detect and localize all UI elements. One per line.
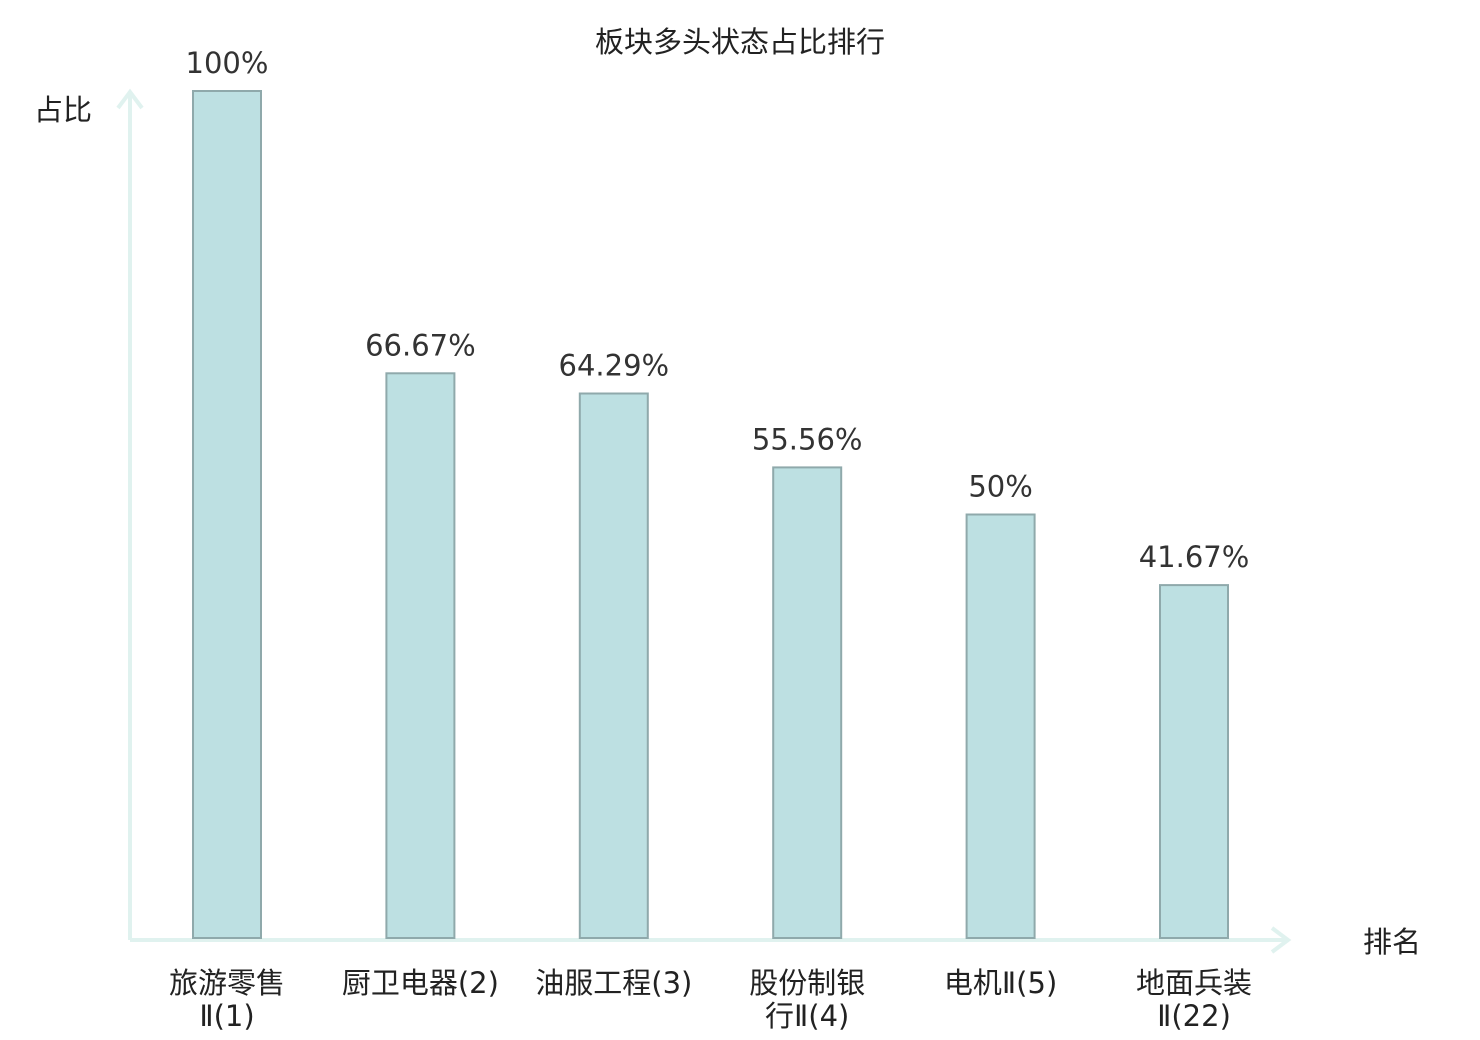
bar (578, 392, 649, 939)
x-tick-label: 油服工程(3) (535, 966, 692, 1000)
x-tick-label: 旅游零售 (169, 966, 285, 1000)
x-tick-label: 地面兵装 (1136, 966, 1252, 1000)
x-tick-label: 股份制银 (749, 966, 865, 1000)
bar (1159, 584, 1229, 939)
y-axis (116, 88, 144, 940)
x-tick-label: Ⅱ(22) (1157, 999, 1231, 1033)
x-tick-label: 电机Ⅱ(5) (944, 966, 1057, 1000)
bar-value-label: 100% (186, 46, 269, 80)
bar-value-label: 41.67% (1139, 540, 1250, 574)
bar-value-label: 55.56% (752, 422, 863, 456)
x-tick-label: 行Ⅱ(4) (765, 999, 849, 1033)
x-axis-arrow (1270, 926, 1292, 954)
bar (385, 372, 456, 939)
bar-value-label: 64.29% (559, 349, 670, 383)
bar-value-label: 66.67% (365, 328, 476, 362)
bar (965, 513, 1036, 939)
chart-title: 板块多头状态占比排行 (595, 25, 885, 59)
bar-value-label: 50% (968, 470, 1032, 504)
y-axis-label: 占比 (34, 93, 92, 127)
x-axis (130, 926, 1292, 954)
bar (192, 90, 262, 939)
x-axis-label: 排名 (1363, 925, 1421, 959)
x-tick-label: 厨卫电器(2) (342, 966, 499, 1000)
x-tick-label: Ⅱ(1) (199, 999, 254, 1033)
y-axis-arrow (116, 88, 144, 110)
bar (772, 466, 843, 939)
